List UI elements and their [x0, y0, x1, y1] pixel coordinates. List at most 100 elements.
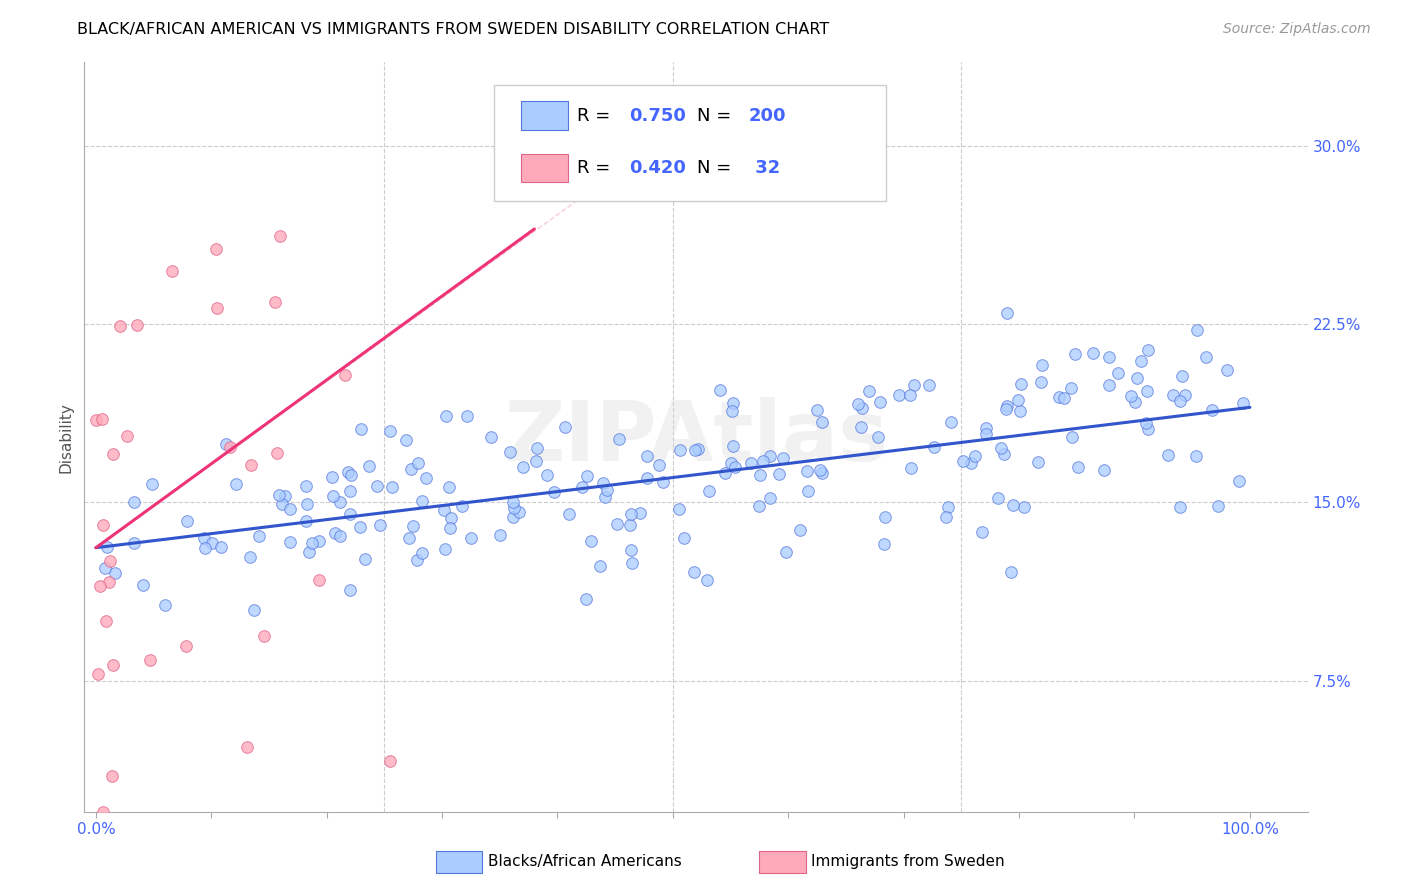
Point	[1047, 391, 1070, 405]
Point	[339, 582, 361, 597]
Point	[132, 578, 155, 592]
Point	[366, 479, 388, 493]
Point	[353, 552, 375, 566]
Point	[810, 415, 832, 429]
Point	[502, 510, 524, 524]
Point	[395, 433, 418, 447]
Point	[94, 614, 117, 628]
Point	[648, 458, 671, 472]
Point	[278, 502, 301, 516]
Point	[974, 421, 997, 435]
Point	[174, 640, 197, 654]
Point	[851, 401, 873, 415]
Point	[399, 462, 422, 476]
Point	[918, 378, 941, 392]
Point	[723, 395, 745, 409]
Point	[349, 520, 371, 534]
Point	[768, 467, 790, 481]
Point	[205, 301, 228, 315]
Point	[875, 509, 897, 524]
Point	[380, 754, 402, 768]
Point	[271, 497, 294, 511]
Point	[243, 603, 266, 617]
Point	[381, 480, 404, 494]
Point	[201, 536, 224, 550]
Point	[269, 229, 291, 244]
Text: 200: 200	[748, 107, 786, 125]
Point	[1000, 565, 1022, 579]
Point	[592, 475, 614, 490]
Point	[970, 524, 993, 539]
Point	[1098, 350, 1121, 364]
FancyBboxPatch shape	[522, 153, 568, 182]
Point	[758, 449, 780, 463]
Point	[329, 529, 352, 543]
Point	[98, 554, 121, 568]
Point	[1121, 388, 1143, 402]
Point	[1215, 363, 1237, 377]
Point	[1123, 395, 1146, 409]
Point	[636, 449, 658, 463]
Point	[103, 447, 125, 461]
Point	[1136, 422, 1159, 436]
Text: 0.750: 0.750	[628, 107, 686, 125]
Point	[278, 535, 301, 549]
FancyBboxPatch shape	[522, 102, 568, 130]
Point	[339, 507, 361, 521]
Point	[89, 580, 111, 594]
Point	[115, 429, 138, 443]
Point	[205, 242, 228, 256]
Point	[668, 501, 690, 516]
Point	[489, 528, 512, 542]
Point	[87, 666, 110, 681]
Point	[752, 454, 775, 468]
Point	[723, 439, 745, 453]
Point	[575, 591, 598, 606]
Point	[619, 518, 641, 533]
Point	[141, 476, 163, 491]
Point	[846, 397, 869, 411]
Point	[1081, 346, 1104, 360]
Point	[101, 657, 124, 672]
Point	[512, 459, 534, 474]
Point	[808, 463, 831, 477]
Point	[952, 454, 974, 468]
Point	[849, 420, 872, 434]
Point	[209, 541, 232, 555]
Point	[263, 295, 285, 310]
Point	[672, 531, 695, 545]
Point	[110, 318, 132, 333]
Point	[986, 491, 1008, 506]
Point	[1194, 350, 1216, 364]
Point	[995, 399, 1018, 413]
Point	[450, 499, 472, 513]
Point	[697, 483, 720, 498]
Point	[974, 427, 997, 442]
Point	[898, 388, 921, 402]
Point	[96, 541, 118, 555]
Point	[1171, 368, 1194, 383]
Point	[1067, 459, 1090, 474]
Point	[939, 415, 962, 429]
Point	[267, 488, 290, 502]
Point	[772, 451, 794, 466]
Point	[571, 480, 593, 494]
Point	[368, 518, 391, 533]
Point	[1232, 396, 1254, 410]
Point	[790, 91, 813, 105]
Point	[714, 466, 737, 480]
Point	[508, 505, 530, 519]
Point	[1107, 367, 1129, 381]
Point	[1157, 448, 1180, 462]
Point	[903, 377, 925, 392]
Point	[796, 464, 818, 478]
Point	[1029, 376, 1052, 390]
Text: R =: R =	[578, 159, 616, 178]
Point	[620, 543, 643, 558]
Point	[98, 574, 121, 589]
Point	[620, 557, 643, 571]
Point	[340, 467, 363, 482]
Point	[398, 531, 420, 545]
Text: Blacks/African Americans: Blacks/African Americans	[488, 855, 682, 869]
Point	[193, 531, 215, 545]
